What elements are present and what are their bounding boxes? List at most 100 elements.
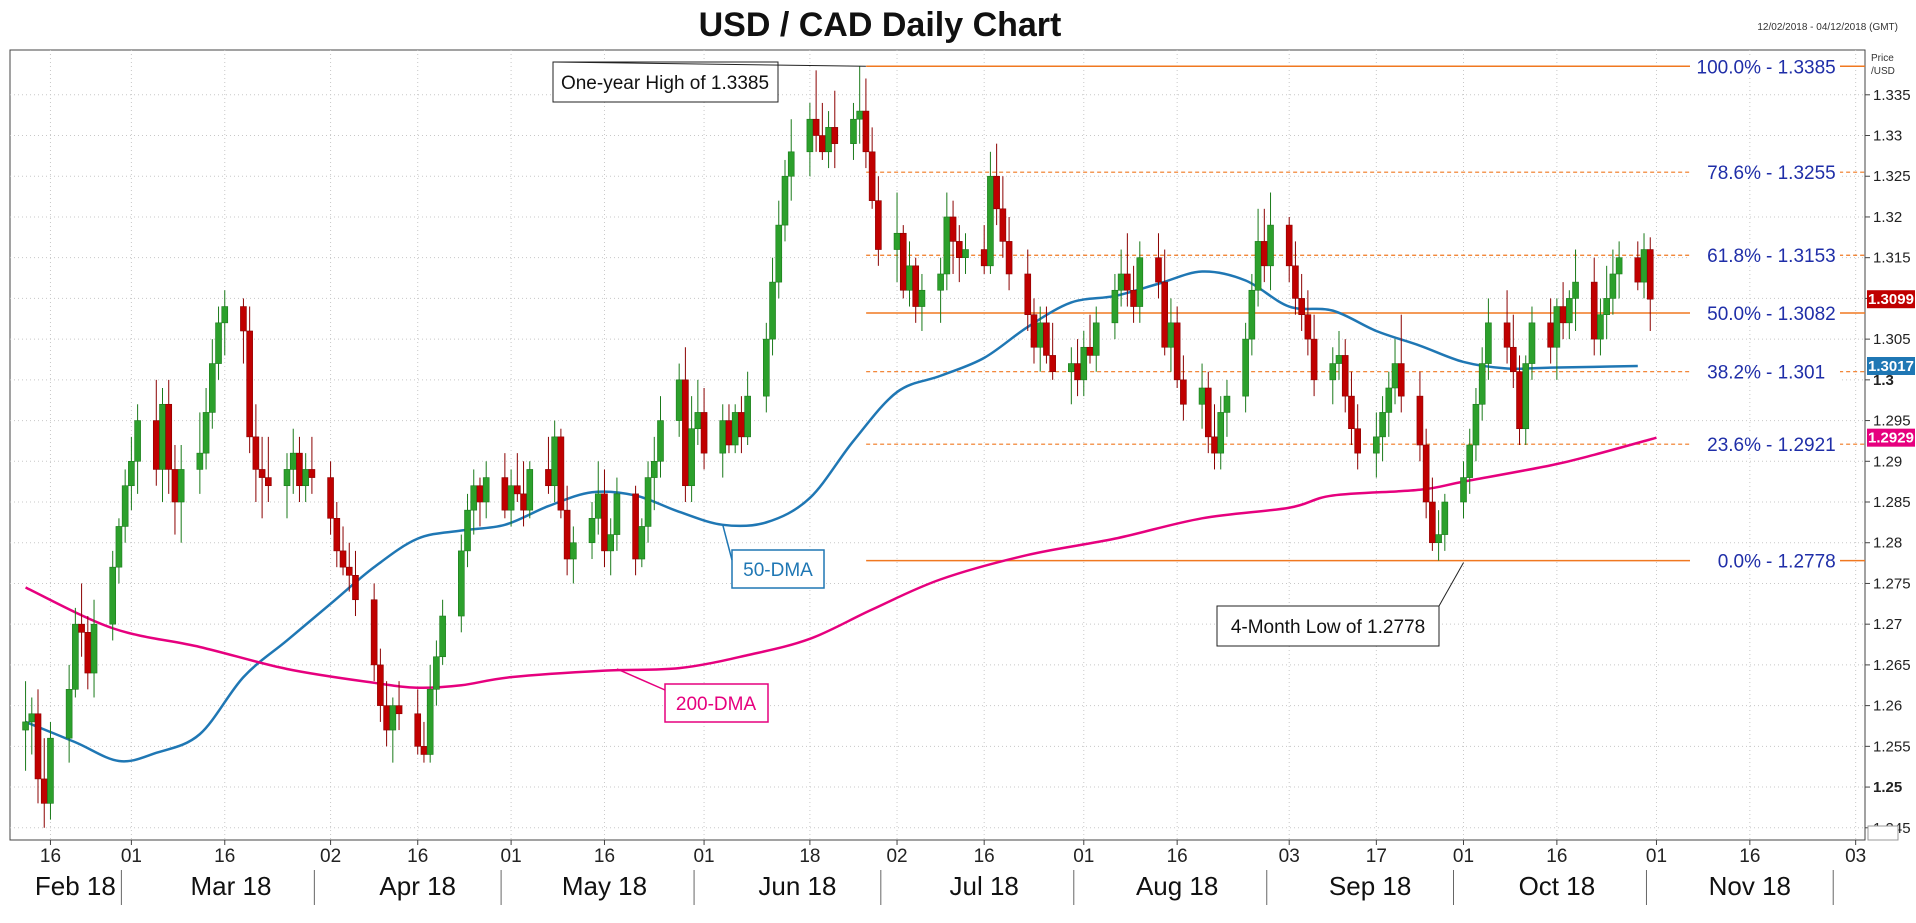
price-tag-label: 1.2929	[1868, 430, 1914, 447]
candle-body	[28, 713, 36, 723]
candle-body	[825, 127, 832, 153]
y-tick-label: 1.25	[1873, 779, 1902, 796]
one-year-high-leader	[552, 61, 866, 67]
candle-body	[1329, 363, 1337, 381]
candle-body	[999, 208, 1007, 242]
x-month-label: Mar 18	[191, 871, 272, 901]
fib-label-background	[1690, 303, 1840, 324]
candle-body	[439, 615, 446, 658]
dma-50-line	[25, 270, 1638, 763]
candle-body	[868, 151, 876, 201]
candle-body	[1310, 338, 1318, 381]
fib-label-background	[1690, 245, 1840, 266]
candle-body	[1472, 403, 1480, 446]
candle-body	[1167, 322, 1175, 348]
x-day-label: 16	[974, 846, 995, 867]
candle-body	[563, 509, 571, 560]
candle-body	[744, 395, 751, 438]
candle-body	[34, 713, 42, 780]
x-day-label: 03	[1845, 846, 1866, 867]
candle-body	[650, 460, 658, 478]
fib-label-background	[1690, 434, 1840, 455]
candle-body	[520, 493, 527, 511]
candle-body	[296, 452, 303, 487]
candle-body	[819, 135, 826, 153]
candle-body	[202, 412, 210, 454]
candle-body	[1049, 355, 1056, 373]
candle-body	[738, 412, 745, 438]
price-tag	[1867, 428, 1915, 447]
candle-body	[252, 436, 260, 470]
candle-body	[1136, 257, 1144, 307]
candle-body	[1441, 501, 1449, 535]
candle-body	[1254, 241, 1262, 291]
candle-body	[433, 656, 440, 690]
four-month-low-callout	[1216, 605, 1440, 647]
zoom-control-icon[interactable]	[1867, 825, 1899, 841]
candle-body	[302, 469, 309, 487]
candle-body	[594, 493, 602, 519]
four-month-low-leader	[1438, 562, 1464, 607]
y-tick-label: 1.335	[1873, 87, 1911, 104]
dma-50-leader	[722, 524, 733, 561]
candle-body	[84, 632, 92, 674]
candle-body	[875, 200, 882, 250]
candle-body	[78, 623, 85, 633]
x-day-label: 16	[40, 846, 61, 867]
x-month-label: Apr 18	[379, 871, 456, 901]
candle-body	[482, 477, 490, 503]
price-unit-label-bottom: /USD	[1871, 66, 1895, 77]
y-tick-label: 1.27	[1873, 616, 1902, 633]
candle-body	[1117, 273, 1125, 291]
fib-percent-label: 61.8%	[1707, 246, 1761, 267]
candle-body	[426, 689, 434, 755]
candle-body	[420, 746, 428, 755]
candle-body	[781, 175, 789, 226]
fib-value-label: - 1.3082	[1766, 304, 1836, 325]
candle-body	[1074, 363, 1081, 381]
candle-body	[1111, 289, 1119, 324]
candle-body	[196, 452, 204, 470]
fib-percent-label: 23.6%	[1707, 435, 1761, 456]
y-tick-label: 1.29	[1873, 453, 1902, 470]
candle-body	[40, 778, 48, 804]
fib-label-background	[1690, 550, 1840, 571]
candle-body	[1478, 363, 1486, 405]
candle-body	[1304, 314, 1312, 340]
x-day-label: 03	[1279, 846, 1300, 867]
candle-body	[152, 420, 160, 470]
candlesticks	[22, 66, 1654, 828]
date-range-label: 12/02/2018 - 04/12/2018 (GMT)	[1757, 22, 1898, 33]
candle-body	[1161, 281, 1169, 348]
candle-body	[134, 420, 141, 462]
candle-body	[526, 469, 534, 511]
candle-body	[937, 273, 944, 291]
candle-body	[675, 379, 683, 421]
candle-body	[1559, 306, 1567, 324]
candle-body	[1092, 322, 1100, 356]
candle-body	[1553, 306, 1561, 348]
candle-body	[632, 493, 639, 560]
candle-body	[1155, 257, 1162, 283]
x-month-label: Oct 18	[1519, 871, 1596, 901]
candle-body	[1335, 355, 1343, 364]
candle-body	[638, 526, 646, 560]
x-day-label: 16	[594, 846, 615, 867]
candle-body	[812, 118, 820, 136]
candle-body	[47, 737, 54, 804]
candle-body	[987, 175, 994, 267]
candle-body	[1590, 281, 1598, 340]
fib-percent-label: 78.6%	[1707, 163, 1761, 184]
candle-body	[545, 469, 552, 487]
x-day-label: 01	[1646, 846, 1667, 867]
x-month-label: May 18	[562, 871, 647, 901]
x-month-label: Aug 18	[1136, 871, 1218, 901]
candle-body	[769, 281, 776, 340]
candle-body	[700, 412, 708, 454]
candle-body	[1348, 395, 1355, 430]
candle-body	[644, 477, 652, 527]
candle-body	[283, 469, 291, 487]
fib-value-label: - 1.3255	[1766, 163, 1836, 184]
candle-body	[1248, 289, 1256, 340]
candle-body	[258, 469, 266, 478]
